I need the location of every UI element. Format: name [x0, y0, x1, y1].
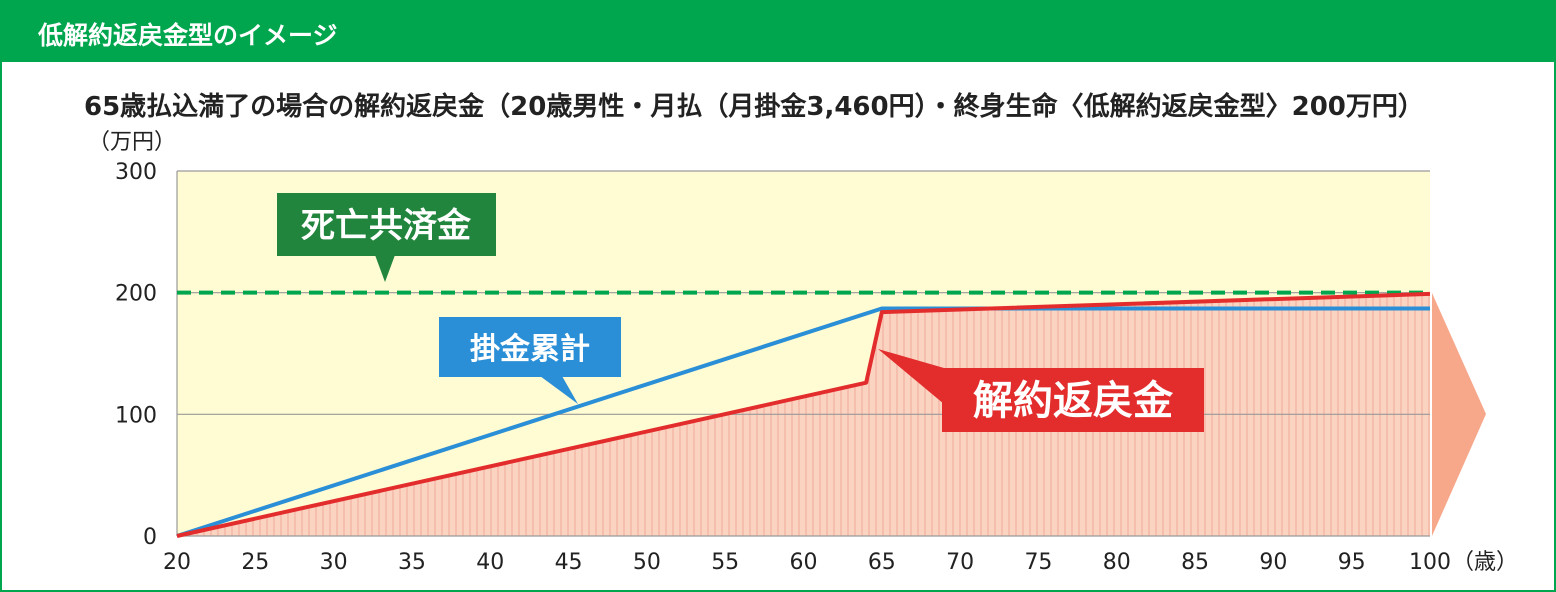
- x-tick-label-95: 95: [1338, 550, 1366, 575]
- x-tick-label-50: 50: [633, 550, 661, 575]
- x-axis-unit-label: （歳）: [1452, 550, 1518, 575]
- y-tick-label-300: 300: [115, 160, 157, 185]
- x-tick-label-100: 100: [1409, 550, 1451, 575]
- x-tick-label-55: 55: [711, 550, 739, 575]
- callout-box-surrender-value: [942, 368, 1204, 432]
- y-tick-label-100: 100: [115, 403, 157, 428]
- x-tick-label-45: 45: [555, 550, 583, 575]
- callout-box-death-benefit: [277, 193, 496, 256]
- y-axis-unit-label: （万円）: [88, 130, 176, 155]
- callout-pointer-death-benefit: [375, 255, 395, 282]
- x-tick-label-80: 80: [1103, 550, 1131, 575]
- callout-box-cumulative-premium: [439, 317, 621, 377]
- callout-label-cumulative-premium: 掛金累計: [470, 332, 590, 367]
- y-tick-label-200: 200: [115, 282, 157, 307]
- chart-title: 65歳払込満了の場合の解約返戻金（20歳男性・月払（月掛金3,460円）・終身生…: [84, 92, 1424, 122]
- continuation-arrow: [1432, 293, 1486, 536]
- callout-pointer-surrender-value: [878, 349, 944, 404]
- header-bar: 低解約返戻金型のイメージ: [2, 2, 1554, 62]
- x-tick-label-90: 90: [1259, 550, 1287, 575]
- x-tick-label-25: 25: [241, 550, 269, 575]
- callout-label-surrender-value: 解約返戻金: [973, 378, 1174, 424]
- x-tick-label-20: 20: [163, 550, 191, 575]
- x-tick-label-60: 60: [790, 550, 818, 575]
- callout-pointer-cumulative-premium: [540, 376, 578, 404]
- surrender-value-line: [176, 291, 1431, 538]
- x-tick-label-40: 40: [476, 550, 504, 575]
- header-title: 低解約返戻金型のイメージ: [38, 21, 338, 50]
- x-tick-label-30: 30: [320, 550, 348, 575]
- x-tick-label-75: 75: [1024, 550, 1052, 575]
- x-tick-label-35: 35: [398, 550, 426, 575]
- x-tick-label-70: 70: [946, 550, 974, 575]
- x-tick-label-65: 65: [868, 550, 896, 575]
- x-tick-label-85: 85: [1181, 550, 1209, 575]
- callout-label-death-benefit: 死亡共済金: [301, 206, 472, 246]
- y-tick-label-0: 0: [143, 525, 157, 550]
- surrender-value-area: [177, 293, 1430, 536]
- cumulative-premium-line: [176, 306, 1430, 538]
